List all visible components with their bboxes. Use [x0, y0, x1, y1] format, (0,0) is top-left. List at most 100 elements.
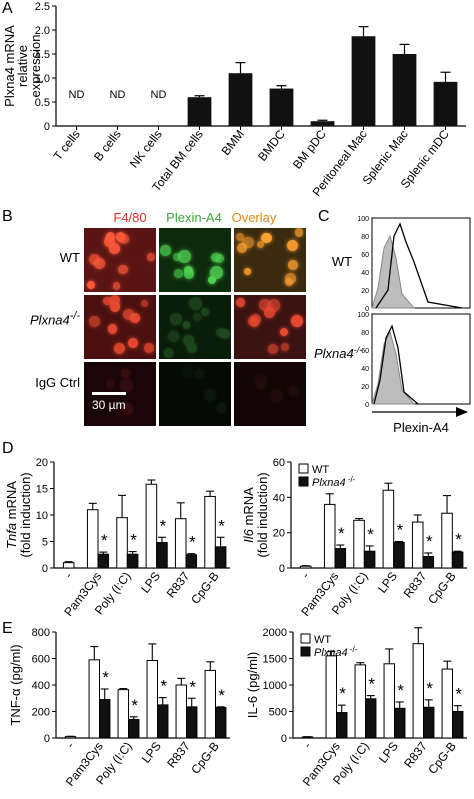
bar [62, 562, 75, 569]
cell-blob [109, 295, 120, 306]
a-bar [228, 73, 253, 126]
cell-blob [168, 330, 180, 342]
x-tick-label: LPS [375, 569, 400, 595]
x-tick-label: LPS [376, 739, 401, 765]
bar [334, 548, 347, 569]
cell-blob [115, 232, 126, 242]
panel-letter-d: D [2, 440, 14, 457]
legend-label: Plxna4 -/- [312, 475, 356, 489]
bar [215, 707, 227, 739]
c-y-tick-label: 0 [365, 306, 369, 313]
c-y-tick-label: 60 [361, 252, 369, 259]
cell-blob [270, 390, 283, 403]
cell-blob [93, 257, 105, 269]
panel-letter-b: B [2, 208, 13, 225]
cell-blob [220, 329, 231, 340]
micrograph-tile [159, 295, 231, 359]
cell-blob [216, 328, 226, 337]
significance-star: * [101, 531, 108, 550]
cell-blob [106, 232, 116, 242]
significance-star: * [426, 679, 433, 698]
cell-blob [89, 316, 101, 328]
cell-blob [263, 307, 276, 319]
micrograph-tile [159, 228, 231, 292]
x-tick-label: CpG-B [425, 569, 459, 607]
a-y-tick-label: 0.5 [35, 97, 50, 109]
cell-blob [261, 232, 272, 244]
a-nd-label: ND [151, 89, 167, 101]
significance-star: * [189, 677, 196, 696]
bar [323, 503, 336, 569]
legend-swatch [298, 463, 309, 474]
cell-blob [256, 241, 265, 249]
a-bar [351, 36, 376, 126]
y-tick-label: 200 [32, 707, 50, 719]
micro-row-label-igg: IgG Ctrl [35, 375, 80, 390]
cell-blob [178, 250, 191, 264]
bar [441, 668, 453, 739]
bar [128, 718, 140, 739]
cell-blob [285, 273, 296, 284]
bar [393, 541, 405, 569]
micrograph-tile [234, 228, 306, 292]
a-y-tick-label: 2.0 [35, 25, 50, 37]
bar [394, 707, 406, 739]
bar [325, 655, 337, 739]
cell-blob [235, 298, 245, 308]
y-axis-label: TNF-α (pg/ml) [8, 644, 23, 725]
c-y-tick-label: 20 [361, 288, 369, 295]
micro-col-title-overlay: Overlay [231, 210, 277, 225]
bar [175, 684, 187, 739]
y-axis-label: IL-6 (pg/ml) [245, 652, 260, 718]
x-tick-label: - [300, 739, 313, 751]
significance-star: * [102, 668, 109, 687]
x-tick-label: CpG-B [425, 739, 459, 777]
y-tick-label: 800 [32, 627, 50, 639]
a-y-tick-label: 1.0 [35, 73, 50, 85]
x-tick-label: CpG-B [188, 569, 222, 607]
c-y-tick-label: 40 [361, 366, 369, 373]
y-tick-label: 0 [44, 733, 50, 745]
cell-blob [174, 269, 183, 278]
bar [116, 517, 128, 569]
cell-blob [211, 252, 221, 263]
cell-blob [287, 385, 298, 396]
x-tick-label: R837 [164, 739, 193, 770]
cell-blob [242, 236, 254, 249]
a-x-tick-label: BMM [219, 127, 247, 158]
bar [441, 512, 453, 569]
bar [336, 712, 348, 739]
legend-label: Plxna4 -/- [314, 645, 358, 659]
cell-blob [192, 312, 201, 321]
cell-blob [216, 403, 227, 413]
cell-blob [130, 313, 140, 324]
cell-blob [290, 314, 303, 328]
x-tick-label: R837 [401, 739, 430, 770]
y-tick-label: 1500 [263, 654, 287, 666]
y-axis-label: Tnfa mRNA [4, 481, 19, 549]
c-sample-histogram [375, 222, 463, 309]
a-y-axis-label: Plxna4 mRNA [2, 25, 17, 107]
cell-blob [256, 381, 265, 389]
y-tick-label: 10 [36, 510, 48, 522]
x-tick-label: - [63, 739, 76, 751]
cell-blob [203, 389, 216, 402]
cell-blob [144, 343, 154, 353]
scale-bar-label: 30 µm [92, 398, 126, 412]
bar [99, 699, 111, 739]
bar [365, 698, 377, 739]
cell-blob [121, 369, 130, 378]
micro-col-title-f4-80: F4/80 [113, 210, 147, 225]
bar [174, 518, 187, 569]
y-tick-label: 400 [32, 680, 50, 692]
y-axis-label: Il6 mRNA [241, 487, 256, 543]
significance-star: * [367, 525, 374, 544]
a-y-tick-label: 1.5 [35, 49, 50, 61]
x-tick-label: R837 [401, 569, 430, 600]
a-x-tick-label: B cells [91, 127, 124, 163]
bar [126, 553, 139, 569]
bar [86, 509, 99, 569]
x-tick-label: CpG-B [188, 739, 222, 777]
cell-blob [244, 268, 252, 276]
